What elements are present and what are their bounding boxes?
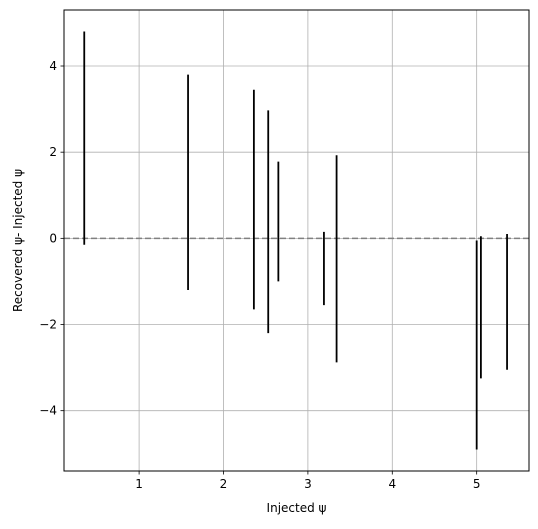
error-bars <box>83 31 508 450</box>
y-tick-label: 0 <box>49 231 57 245</box>
x-tick-label: 3 <box>304 477 312 491</box>
y-ticks: −4 −2 0 2 4 <box>39 59 64 418</box>
plot-frame <box>63 9 530 472</box>
x-ticks: 1 2 3 4 5 <box>135 471 480 491</box>
x-axis-label: Injected ψ <box>267 501 327 515</box>
y-tick-label: 4 <box>49 59 57 73</box>
x-tick-label: 5 <box>473 477 481 491</box>
grid <box>64 10 529 471</box>
y-tick-label: 2 <box>49 145 57 159</box>
y-tick-label: −4 <box>39 404 57 418</box>
x-tick-label: 4 <box>388 477 396 491</box>
y-axis-label: Recovered ψ- Injected ψ <box>11 169 25 312</box>
x-tick-label: 1 <box>135 477 143 491</box>
y-tick-label: −2 <box>39 318 57 332</box>
x-tick-label: 2 <box>220 477 228 491</box>
